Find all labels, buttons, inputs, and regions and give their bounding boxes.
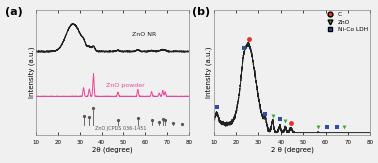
X-axis label: 2 θ (degree): 2 θ (degree)	[271, 147, 313, 153]
Legend: C, ZnO, Ni-Co LDH: C, ZnO, Ni-Co LDH	[324, 12, 369, 33]
Text: ZnO NR: ZnO NR	[132, 32, 156, 37]
Text: (b): (b)	[192, 7, 210, 17]
Y-axis label: Intensity (a.u.): Intensity (a.u.)	[28, 47, 34, 98]
Y-axis label: Intensity (a.u.): Intensity (a.u.)	[206, 47, 212, 98]
Text: (a): (a)	[5, 7, 23, 17]
Text: ZnO powder: ZnO powder	[106, 83, 145, 89]
X-axis label: 2θ (degree): 2θ (degree)	[92, 147, 133, 153]
Text: ZnO JCPDS 036-1451: ZnO JCPDS 036-1451	[95, 126, 146, 131]
